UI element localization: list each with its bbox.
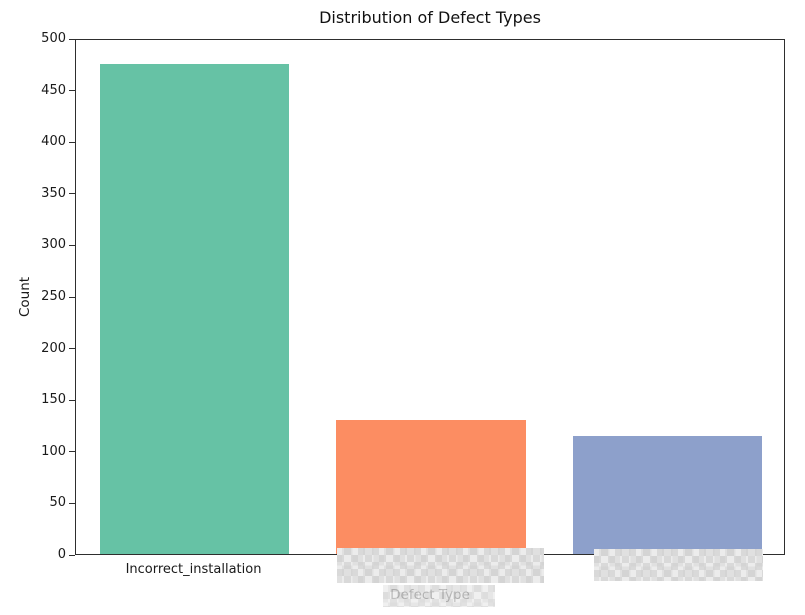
y-tick-mark — [69, 244, 75, 246]
y-tick-label: 400 — [41, 134, 66, 150]
x-tick-label-incorrect-installation: Incorrect_installation — [125, 562, 262, 577]
y-tick-label: 100 — [41, 443, 66, 459]
plot-area — [75, 39, 785, 555]
y-tick-mark — [69, 348, 75, 350]
y-tick-label: 200 — [41, 340, 66, 356]
y-tick-mark — [69, 502, 75, 504]
y-tick-mark — [69, 141, 75, 143]
bar-category-3 — [573, 435, 763, 554]
y-tick-label: 0 — [57, 547, 66, 562]
y-tick-mark — [69, 296, 75, 298]
y-tick-mark — [69, 38, 75, 40]
y-tick-label: 350 — [41, 185, 66, 201]
y-tick-mark — [69, 451, 75, 453]
pixelated-censor-bar3-label — [594, 549, 763, 581]
y-tick-label: 450 — [41, 82, 66, 98]
y-tick-label: 50 — [49, 495, 66, 511]
y-tick-label: 250 — [41, 289, 66, 304]
bar-category-2 — [336, 420, 526, 554]
y-tick-label: 300 — [41, 237, 66, 253]
y-tick-mark — [69, 90, 75, 92]
bar-incorrect-installation — [99, 63, 289, 554]
y-tick-mark — [69, 554, 75, 556]
y-tick-label: 500 — [41, 31, 66, 46]
y-tick-mark — [69, 193, 75, 195]
y-tick-mark — [69, 399, 75, 401]
chart-title: Distribution of Defect Types — [319, 8, 541, 27]
y-tick-label: 150 — [41, 392, 66, 408]
pixelated-censor-bar2-label — [337, 548, 544, 583]
pixelated-censor-xaxis-label — [383, 585, 495, 607]
